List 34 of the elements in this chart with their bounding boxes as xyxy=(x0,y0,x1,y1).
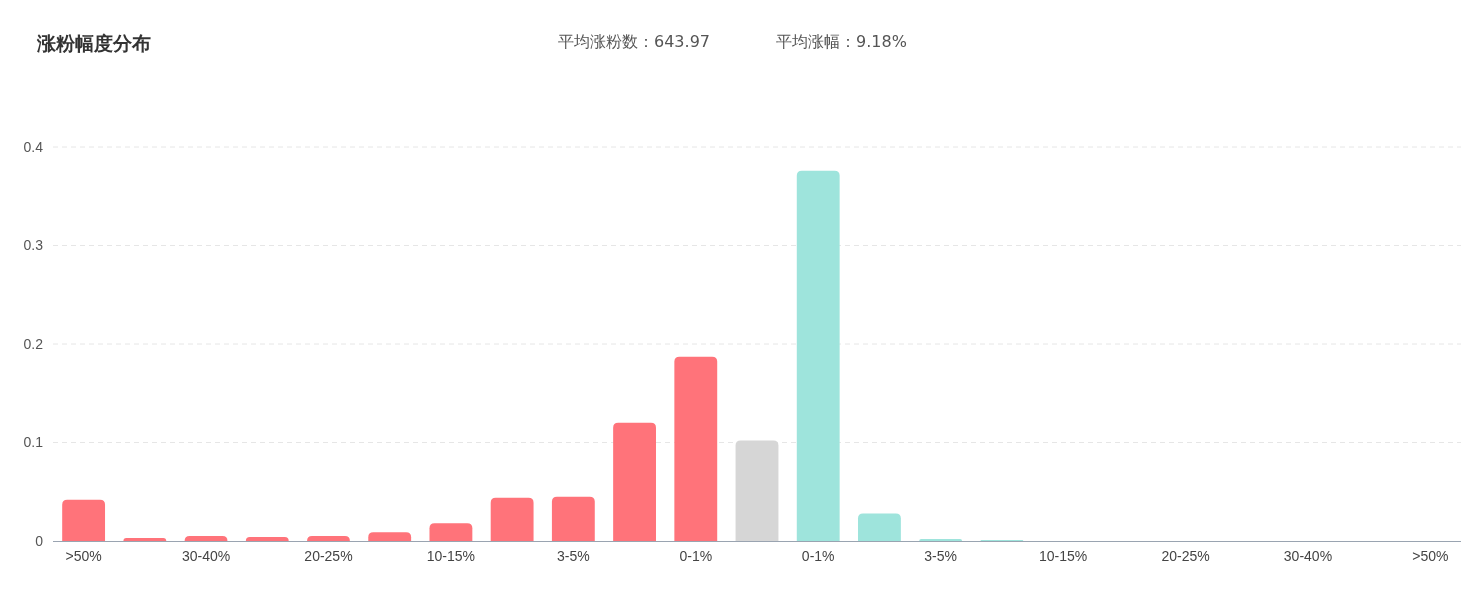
x-tick-label: 30-40% xyxy=(181,547,231,564)
bar xyxy=(613,422,656,541)
y-tick-label: 0.3 xyxy=(23,237,44,254)
bar xyxy=(735,440,779,541)
x-tick-label: >50% xyxy=(1412,547,1449,564)
x-tick-label: 20-25% xyxy=(1161,547,1210,564)
bar xyxy=(551,496,595,541)
bar xyxy=(429,523,473,541)
x-tick-label: 30-40% xyxy=(1283,547,1333,564)
x-tick-label: 0-1% xyxy=(801,547,835,564)
bar xyxy=(184,536,228,541)
x-tick-label: >50% xyxy=(65,547,102,564)
bar xyxy=(123,538,167,541)
x-tick-label: 10-15% xyxy=(1038,547,1088,564)
x-tick-label: 0-1% xyxy=(679,547,713,564)
bar xyxy=(368,532,412,541)
y-tick-label: 0.4 xyxy=(23,138,44,155)
x-tick-label: 3-5% xyxy=(557,547,590,564)
bar xyxy=(307,536,350,541)
bar xyxy=(62,499,106,541)
bar xyxy=(674,356,718,541)
bar xyxy=(245,537,289,541)
y-tick-label: 0 xyxy=(35,532,44,549)
x-tick-label: 10-15% xyxy=(426,547,476,564)
y-tick-label: 0.2 xyxy=(23,335,44,352)
text: 平均涨粉数：643.97 xyxy=(558,32,710,51)
x-tick-label: 3-5% xyxy=(924,547,957,564)
chart-title: 涨粉幅度分布 xyxy=(36,32,151,54)
x-tick-label: 20-25% xyxy=(304,547,353,564)
bar xyxy=(490,497,534,541)
bar xyxy=(858,513,901,541)
y-tick-label: 0.1 xyxy=(23,434,44,451)
text: 平均涨幅：9.18% xyxy=(776,32,907,51)
bar xyxy=(796,170,840,541)
